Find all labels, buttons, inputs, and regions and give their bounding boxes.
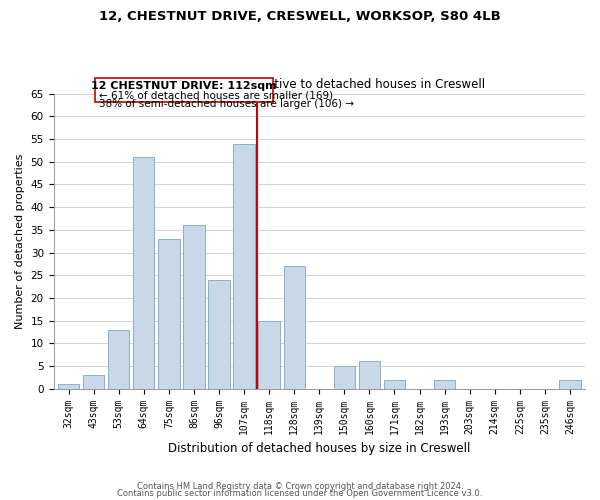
Bar <box>133 158 154 388</box>
Bar <box>108 330 130 388</box>
Bar <box>233 144 255 388</box>
Text: 38% of semi-detached houses are larger (106) →: 38% of semi-detached houses are larger (… <box>98 99 353 109</box>
Text: ← 61% of detached houses are smaller (169): ← 61% of detached houses are smaller (16… <box>98 90 333 100</box>
Bar <box>259 320 280 388</box>
Bar <box>58 384 79 388</box>
Bar <box>434 380 455 388</box>
Bar <box>284 266 305 388</box>
Bar <box>359 362 380 388</box>
Bar <box>559 380 581 388</box>
Bar <box>158 239 179 388</box>
Text: Contains public sector information licensed under the Open Government Licence v3: Contains public sector information licen… <box>118 489 482 498</box>
FancyBboxPatch shape <box>95 78 273 102</box>
Bar <box>208 280 230 388</box>
Bar <box>83 375 104 388</box>
X-axis label: Distribution of detached houses by size in Creswell: Distribution of detached houses by size … <box>168 442 470 455</box>
Text: Contains HM Land Registry data © Crown copyright and database right 2024.: Contains HM Land Registry data © Crown c… <box>137 482 463 491</box>
Text: 12, CHESTNUT DRIVE, CRESWELL, WORKSOP, S80 4LB: 12, CHESTNUT DRIVE, CRESWELL, WORKSOP, S… <box>99 10 501 23</box>
Bar <box>334 366 355 388</box>
Text: 12 CHESTNUT DRIVE: 112sqm: 12 CHESTNUT DRIVE: 112sqm <box>91 81 277 91</box>
Bar <box>183 226 205 388</box>
Y-axis label: Number of detached properties: Number of detached properties <box>15 154 25 329</box>
Bar <box>384 380 405 388</box>
Title: Size of property relative to detached houses in Creswell: Size of property relative to detached ho… <box>154 78 485 91</box>
